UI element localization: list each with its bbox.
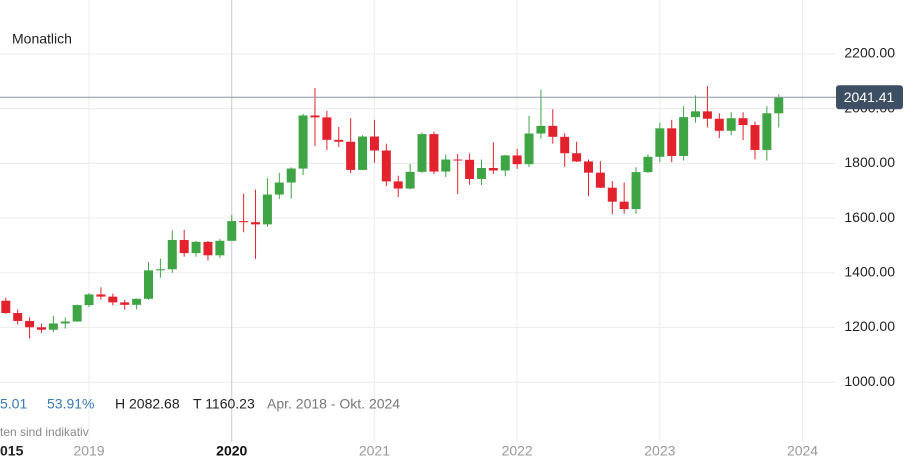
candle-body	[453, 159, 463, 161]
low-stat: T 1160.23	[193, 396, 255, 412]
candle-body	[524, 133, 534, 165]
candle-body	[381, 150, 391, 182]
candle-body	[358, 136, 368, 170]
y-tick-label: 2200.00	[844, 45, 895, 61]
change-percent: 53.91%	[47, 396, 94, 412]
candle-body	[560, 136, 570, 154]
x-tick-label: 2020	[216, 443, 247, 459]
candle-body	[702, 111, 712, 119]
candle-body	[679, 117, 689, 156]
candle-body	[298, 115, 308, 169]
candle-body	[72, 305, 82, 322]
candle-body	[572, 153, 582, 162]
candle-body	[762, 113, 772, 150]
x-tick-label: 2023	[644, 443, 675, 459]
candle-body	[488, 168, 498, 171]
candle-body	[643, 156, 653, 173]
candle-body	[239, 221, 249, 223]
candle-body	[500, 155, 510, 171]
candle-body	[726, 118, 736, 131]
candle-body	[108, 296, 118, 303]
candle-body	[595, 172, 605, 188]
candle-body	[13, 313, 23, 321]
last-price-label: 2041.41	[844, 89, 895, 105]
candle-body	[548, 125, 558, 137]
footnote: ten sind indikativ	[0, 425, 89, 439]
change: 5.01	[0, 396, 27, 412]
candle-body	[322, 117, 332, 140]
x-tick-label: 2024	[787, 443, 818, 459]
candle-body	[738, 118, 748, 126]
candle-body	[583, 161, 593, 173]
candle-body	[179, 239, 189, 254]
grid-layer	[0, 0, 835, 442]
high-stat: H 2082.68	[115, 396, 180, 412]
candle-body	[120, 302, 130, 305]
x-tick-label: 2021	[359, 443, 390, 459]
candle-body	[334, 139, 344, 142]
candle-body	[227, 221, 237, 241]
overlay-layer: 1000.001200.001400.001600.001800.002000.…	[0, 45, 903, 459]
candle-body	[60, 321, 70, 324]
candle-body	[203, 241, 213, 256]
candle-body	[167, 239, 177, 270]
candle-body	[429, 134, 439, 172]
candle-body	[191, 241, 201, 254]
candle-body	[132, 298, 142, 305]
candle-body	[607, 187, 617, 202]
y-tick-label: 1600.00	[844, 209, 895, 225]
date-range: Apr. 2018 - Okt. 2024	[267, 396, 400, 412]
period-label: 015	[0, 443, 24, 459]
candle-body	[667, 128, 677, 156]
candle-body	[750, 125, 760, 150]
candle-body	[48, 323, 58, 330]
period-selector[interactable]: Monatlich	[12, 31, 72, 47]
candle-body	[144, 270, 154, 299]
candle-body	[465, 159, 475, 179]
candle-body	[691, 111, 701, 118]
candle-body	[346, 141, 356, 170]
candle-body	[405, 171, 415, 189]
candle-body	[274, 182, 284, 195]
y-tick-label: 1200.00	[844, 318, 895, 334]
candle-layer	[1, 86, 784, 339]
candle-body	[417, 134, 427, 172]
candle-body	[36, 327, 46, 330]
candle-body	[215, 240, 225, 256]
candle-body	[369, 136, 379, 151]
candle-body	[96, 294, 106, 297]
candle-body	[536, 125, 546, 134]
x-tick-label: 2022	[502, 443, 533, 459]
y-tick-label: 1400.00	[844, 264, 895, 280]
candle-body	[714, 118, 724, 131]
candle-body	[1, 300, 11, 314]
candle-body	[25, 320, 35, 328]
last-price-box	[836, 85, 903, 110]
y-tick-label: 1000.00	[844, 373, 895, 389]
candle-body	[251, 222, 261, 225]
candle-body	[393, 181, 403, 189]
x-tick-label: 2019	[73, 443, 104, 459]
candle-body	[84, 294, 94, 306]
candle-body	[441, 159, 451, 172]
candle-body	[619, 201, 629, 210]
candle-body	[512, 155, 522, 165]
candle-body	[262, 194, 272, 225]
y-tick-label: 1800.00	[844, 154, 895, 170]
candle-body	[310, 115, 320, 118]
candle-body	[476, 168, 486, 179]
candle-body	[774, 97, 784, 114]
candle-body	[155, 269, 165, 271]
candle-body	[286, 168, 296, 183]
candle-body	[655, 128, 665, 157]
candle-body	[631, 172, 641, 210]
